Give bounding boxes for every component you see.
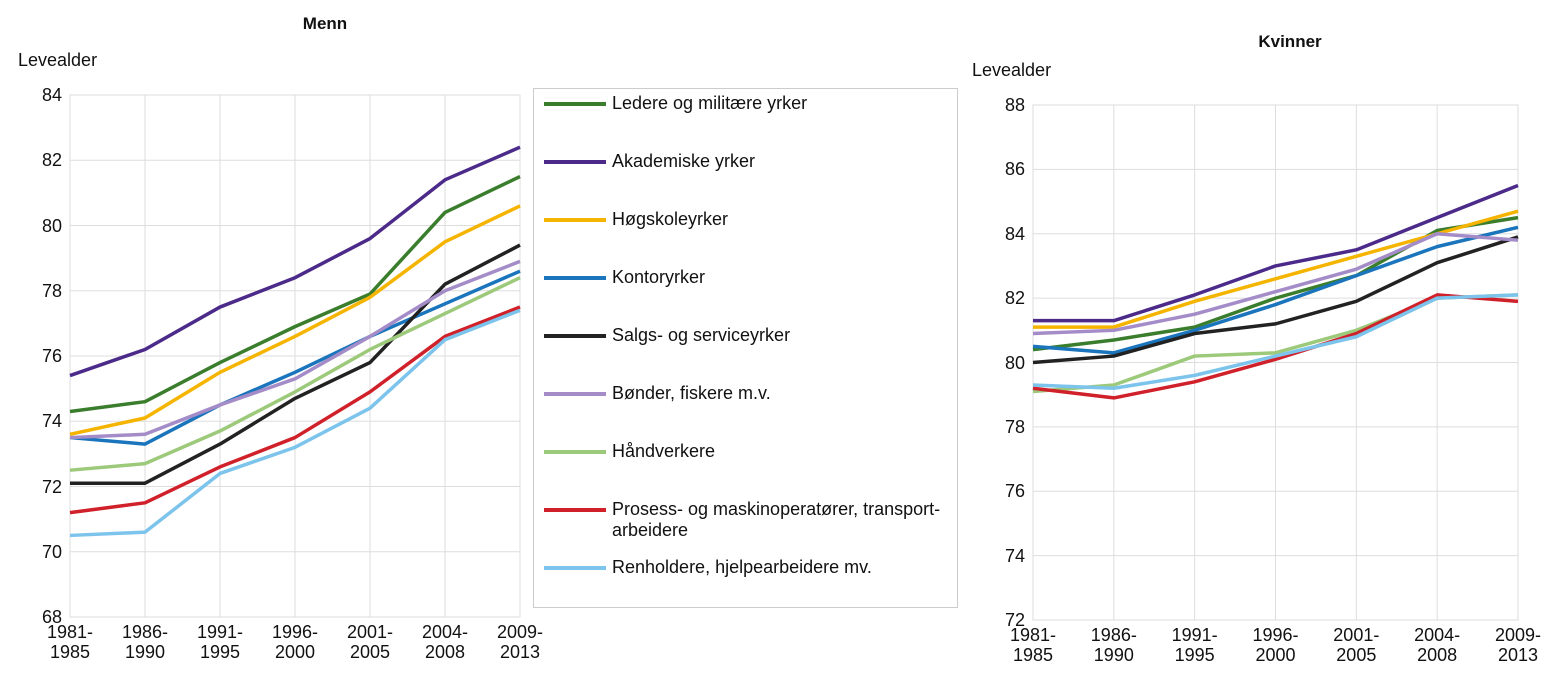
y-tick-label: 76 (1004, 481, 1025, 502)
series-line (1032, 232, 1519, 336)
legend-entry: Kontoryrker (544, 267, 952, 288)
legend-entry: Akademiske yrker (544, 151, 952, 172)
y-tick-label: 82 (41, 150, 62, 171)
legend-label: Håndverkere (612, 441, 716, 461)
y-tick-label: 86 (1004, 159, 1025, 180)
series-line (69, 174, 521, 414)
x-tick-label: 2009-2013 (1494, 625, 1542, 665)
series-line (69, 145, 521, 378)
y-axis-label: Levealder (18, 50, 98, 70)
y-tick-label: 70 (41, 541, 62, 562)
y-tick-label: 76 (41, 346, 62, 366)
legend: Ledere og militære yrker Akademiske yrker… (533, 88, 958, 608)
series-line (69, 305, 521, 515)
y-tick-label: 84 (41, 85, 62, 105)
chart-title: Kvinner (1258, 32, 1322, 51)
legend-swatch (544, 218, 606, 222)
series-line (69, 204, 521, 437)
y-tick-label: 72 (41, 476, 62, 497)
series-line (1032, 235, 1519, 365)
x-tick-label: 1986-1990 (1090, 625, 1137, 665)
x-tick-label: 2004-2008 (1414, 625, 1461, 665)
legend-swatch (544, 566, 606, 570)
series-line (1032, 293, 1519, 400)
legend-label: Høgskoleyrker (612, 209, 729, 229)
legend-swatch (544, 450, 606, 454)
x-tick-label: 1986-1990 (121, 622, 169, 662)
x-tick-label: 1996-2000 (1252, 625, 1299, 665)
chart-title: Menn (302, 14, 348, 33)
series-line (1032, 293, 1519, 390)
legend-entry: Høgskoleyrker (544, 209, 952, 230)
legend-entry: Renholdere, hjelpearbeidere mv. (544, 557, 952, 578)
y-tick-label: 72 (1004, 610, 1025, 630)
x-tick-label: 1981-1985 (46, 622, 94, 662)
legend-label: Prosess- og maskinoperatører, transport-… (612, 499, 941, 540)
legend-swatch (544, 160, 606, 164)
legend-entry: Salgs- og serviceyrker (544, 325, 952, 346)
y-tick-label: 80 (1004, 352, 1025, 373)
y-tick-label: 74 (1004, 545, 1025, 566)
y-tick-label: 80 (41, 215, 62, 236)
legend-swatch (544, 392, 606, 396)
legend-label: Akademiske yrker (612, 151, 756, 171)
x-tick-label: 2001-2005 (1333, 625, 1380, 665)
series-line (69, 308, 521, 538)
y-tick-label: 74 (41, 411, 62, 432)
legend-label: Ledere og militære yrker (612, 93, 808, 113)
series-line (70, 243, 521, 485)
legend-entry: Håndverkere (544, 441, 952, 462)
series-line (69, 259, 521, 440)
y-axis-label: Levealder (972, 60, 1052, 80)
series-line (1032, 225, 1519, 355)
y-tick-label: 88 (1004, 95, 1025, 115)
series-line (69, 269, 521, 446)
legend-swatch (544, 276, 606, 280)
x-tick-label: 1991-1995 (1171, 625, 1218, 665)
series-line (69, 276, 521, 472)
x-tick-label: 1981-1985 (1009, 625, 1057, 665)
x-tick-label: 1996-2000 (271, 622, 319, 662)
y-tick-label: 78 (1004, 416, 1025, 437)
legend-entry: Prosess- og maskinoperatører, transport-… (544, 499, 952, 541)
y-tick-label: 78 (41, 280, 62, 301)
legend-swatch (544, 102, 606, 106)
legend-label: Bønder, fiskere m.v. (612, 383, 771, 403)
y-tick-label: 68 (41, 607, 62, 627)
legend-entry: Bønder, fiskere m.v. (544, 383, 952, 404)
x-tick-label: 2009-2013 (496, 622, 544, 662)
series-line (1033, 183, 1519, 323)
series-line (1032, 215, 1519, 352)
legend-swatch (544, 334, 606, 338)
legend-label: Renholdere, hjelpearbeidere mv. (612, 557, 872, 577)
legend-entry: Ledere og militære yrker (544, 93, 952, 114)
legend-label: Kontoryrker (612, 267, 706, 287)
x-tick-label: 2004-2008 (421, 622, 469, 662)
y-tick-label: 84 (1004, 223, 1025, 244)
x-tick-label: 1991-1995 (196, 622, 244, 662)
legend-label: Salgs- og serviceyrker (612, 325, 791, 345)
x-tick-label: 2001-2005 (346, 622, 394, 662)
y-tick-label: 82 (1004, 288, 1025, 309)
legend-swatch (544, 508, 606, 512)
